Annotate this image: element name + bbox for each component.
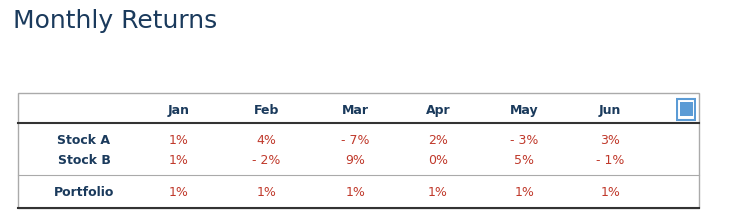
Text: - 2%: - 2% bbox=[253, 154, 280, 167]
Text: Monthly Returns: Monthly Returns bbox=[13, 9, 218, 33]
Text: Feb: Feb bbox=[254, 104, 279, 117]
Text: Jun: Jun bbox=[599, 104, 621, 117]
Text: 2%: 2% bbox=[428, 134, 448, 147]
Text: - 7%: - 7% bbox=[341, 134, 370, 147]
Text: 9%: 9% bbox=[345, 154, 366, 167]
Text: 1%: 1% bbox=[169, 186, 189, 199]
Text: May: May bbox=[510, 104, 539, 117]
Text: Apr: Apr bbox=[426, 104, 450, 117]
Text: - 3%: - 3% bbox=[510, 134, 538, 147]
Text: 1%: 1% bbox=[428, 186, 448, 199]
Text: 1%: 1% bbox=[169, 154, 189, 167]
Text: 4%: 4% bbox=[256, 134, 277, 147]
Text: Stock A: Stock A bbox=[58, 134, 110, 147]
Text: 1%: 1% bbox=[600, 186, 620, 199]
Text: 3%: 3% bbox=[600, 134, 620, 147]
Text: 1%: 1% bbox=[256, 186, 277, 199]
Text: 5%: 5% bbox=[514, 154, 534, 167]
Text: 1%: 1% bbox=[514, 186, 534, 199]
Text: - 1%: - 1% bbox=[596, 154, 624, 167]
Text: Stock B: Stock B bbox=[58, 154, 110, 167]
Bar bbox=[680, 102, 693, 116]
Text: 0%: 0% bbox=[428, 154, 448, 167]
Text: 1%: 1% bbox=[169, 134, 189, 147]
Text: Jan: Jan bbox=[168, 104, 190, 117]
Text: Mar: Mar bbox=[342, 104, 369, 117]
Text: 1%: 1% bbox=[345, 186, 366, 199]
Text: Portfolio: Portfolio bbox=[54, 186, 114, 199]
